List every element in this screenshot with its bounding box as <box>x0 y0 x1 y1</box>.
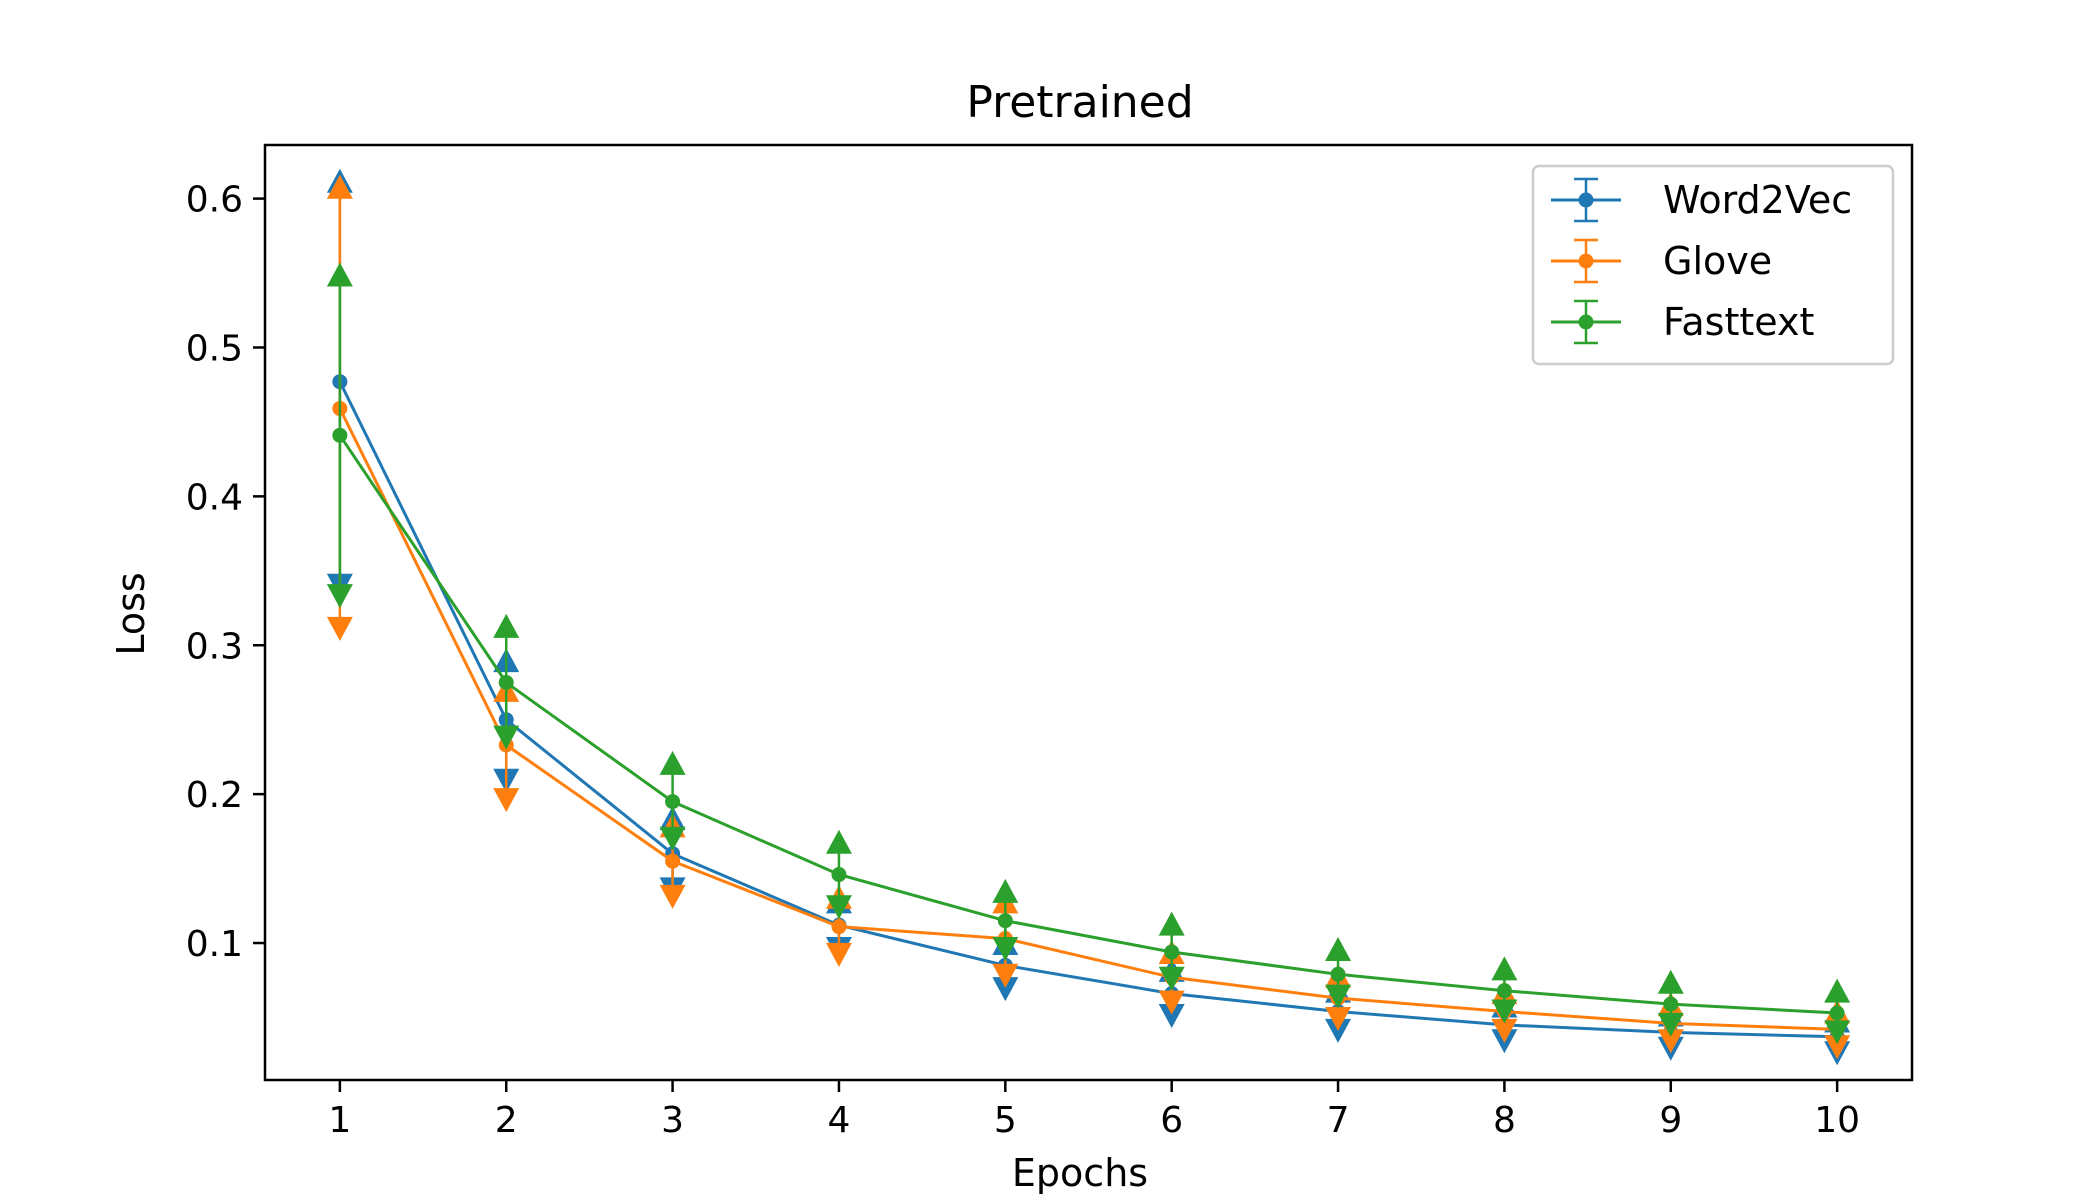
error-cap-upper <box>1657 969 1684 994</box>
error-cap-lower <box>1158 1003 1185 1028</box>
x-tick-label: 4 <box>828 1100 851 1141</box>
series-line <box>338 434 1838 1015</box>
chart-title: Pretrained <box>966 77 1193 128</box>
error-cap-lower <box>493 725 520 750</box>
y-tick-label: 0.2 <box>186 775 243 816</box>
y-tick-label: 0.1 <box>186 924 243 965</box>
x-tick-label: 6 <box>1160 1100 1183 1141</box>
plot-area <box>326 168 1851 1066</box>
data-point <box>665 853 681 869</box>
x-tick-label: 9 <box>1659 1100 1682 1141</box>
error-cap-lower <box>493 788 520 813</box>
x-tick-label: 1 <box>328 1100 351 1141</box>
legend-item-glove: Glove <box>1551 238 1772 284</box>
error-cap-lower <box>1325 1006 1352 1031</box>
error-cap-upper <box>1491 956 1518 981</box>
error-cap-lower <box>1491 999 1518 1024</box>
error-cap-upper <box>992 878 1019 903</box>
x-tick-label: 2 <box>495 1100 518 1141</box>
error-cap-lower <box>1824 1035 1851 1060</box>
y-tick-label: 0.6 <box>186 180 243 221</box>
error-cap-lower <box>992 936 1019 961</box>
error-cap-lower <box>1158 966 1185 991</box>
data-point <box>332 427 348 443</box>
error-cap-upper <box>659 750 686 775</box>
error-cap-lower <box>326 584 353 609</box>
x-tick-label: 3 <box>661 1100 684 1141</box>
data-point <box>1496 983 1512 999</box>
x-tick-label: 7 <box>1327 1100 1350 1141</box>
error-cap-lower <box>1491 1018 1518 1043</box>
y-tick-label: 0.3 <box>186 626 243 667</box>
axes: 1 2 3 4 5 6 7 8 9 10 0.1 0.2 0.3 0.4 0.5 0.6 <box>186 143 1914 1141</box>
series-line <box>338 407 1838 1031</box>
y-tick-label: 0.5 <box>186 328 243 369</box>
error-cap-lower <box>1824 1020 1851 1045</box>
error-cap-lower <box>659 826 686 851</box>
error-cap-lower <box>1657 1029 1684 1054</box>
error-cap-upper <box>1824 978 1851 1003</box>
data-point <box>665 794 681 810</box>
data-point <box>1330 966 1346 982</box>
legend-marker <box>1578 253 1594 269</box>
error-cap-upper <box>326 174 353 199</box>
x-tick-label: 10 <box>1814 1100 1860 1141</box>
legend-item-word2vec: Word2Vec <box>1551 177 1852 223</box>
data-point <box>831 867 847 883</box>
legend: Word2Vec Glove Fasttext <box>1531 164 1895 366</box>
legend-label: Word2Vec <box>1663 178 1852 222</box>
legend-marker <box>1578 192 1594 208</box>
x-tick-label: 5 <box>994 1100 1017 1141</box>
error-cap-upper <box>326 262 353 287</box>
data-point <box>498 674 514 690</box>
y-tick-label: 0.4 <box>186 477 243 518</box>
x-tick-label: 8 <box>1493 1100 1516 1141</box>
legend-label: Fasttext <box>1663 300 1814 344</box>
legend-item-fasttext: Fasttext <box>1551 299 1814 345</box>
series-fasttext <box>326 262 1851 1045</box>
error-cap-lower <box>1657 1012 1684 1037</box>
error-cap-lower <box>992 977 1019 1002</box>
data-point <box>1164 944 1180 960</box>
series-line <box>338 381 1838 1039</box>
y-axis-label: Loss <box>109 572 153 655</box>
error-cap-lower <box>1158 990 1185 1015</box>
legend-marker <box>1578 314 1594 330</box>
error-cap-lower <box>825 895 852 920</box>
axes-frame <box>263 143 1914 1082</box>
data-point <box>831 919 847 935</box>
data-point <box>997 913 1013 929</box>
error-cap-upper <box>1325 936 1352 961</box>
data-point <box>1663 996 1679 1012</box>
error-cap-upper <box>1158 911 1185 936</box>
error-cap-lower <box>326 616 353 641</box>
legend-label: Glove <box>1663 239 1772 283</box>
error-cap-lower <box>992 963 1019 988</box>
legend-box <box>1531 164 1895 366</box>
x-axis-label: Epochs <box>1012 1151 1148 1195</box>
error-cap-lower <box>1325 984 1352 1009</box>
error-cap-upper <box>493 613 520 638</box>
error-cap-lower <box>825 942 852 967</box>
data-point <box>1829 1005 1845 1021</box>
error-cap-upper <box>825 829 852 854</box>
error-cap-lower <box>659 884 686 909</box>
